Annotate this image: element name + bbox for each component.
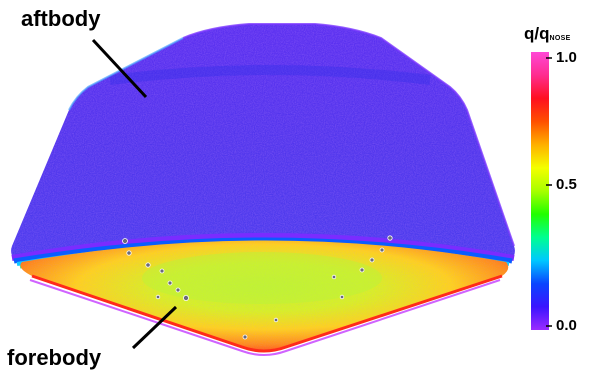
marker xyxy=(167,280,173,286)
forebody-leader-line xyxy=(131,305,178,350)
marker xyxy=(126,250,132,256)
marker xyxy=(339,294,345,300)
colorbar-title: q/qNOSE xyxy=(524,24,571,44)
colorbar-title-subscript: NOSE xyxy=(549,35,571,42)
aftbody-leader-line xyxy=(91,38,148,99)
instrumentation-markers xyxy=(122,235,393,340)
forebody-label: forebody xyxy=(7,345,102,370)
marker xyxy=(331,274,337,280)
aftbody-label: aftbody xyxy=(21,6,101,31)
colorbar-tick-label-top: 1.0 xyxy=(556,49,577,66)
marker xyxy=(359,267,365,273)
marker xyxy=(159,268,165,274)
marker xyxy=(369,257,375,263)
marker xyxy=(175,287,181,293)
marker xyxy=(242,334,248,340)
colorbar-tick-label-bottom: 0.0 xyxy=(556,317,577,334)
colorbar-tick-label-mid: 0.5 xyxy=(556,176,577,193)
marker xyxy=(182,294,189,301)
marker xyxy=(122,238,128,244)
marker xyxy=(145,262,151,268)
colorbar-title-main: q/q xyxy=(524,24,550,43)
marker xyxy=(387,235,393,241)
marker xyxy=(273,317,279,323)
marker xyxy=(155,294,161,300)
colorbar-scale xyxy=(531,52,549,330)
marker xyxy=(379,247,385,253)
colorbar xyxy=(531,52,552,330)
aftbody-surface xyxy=(11,23,515,262)
